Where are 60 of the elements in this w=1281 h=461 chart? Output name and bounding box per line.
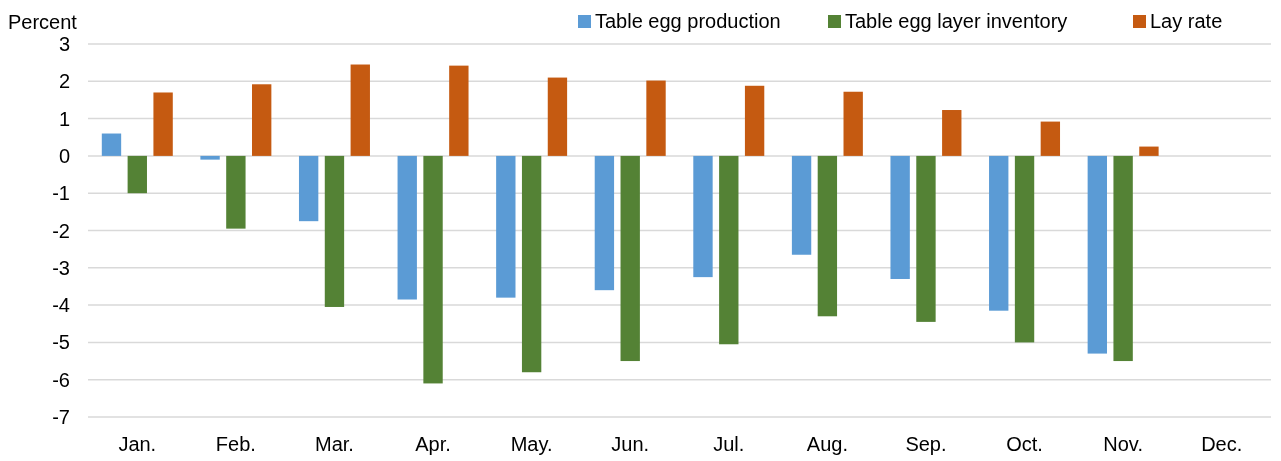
bar [496, 155, 516, 298]
bar [324, 155, 345, 307]
x-tick-label: Sep. [905, 433, 947, 455]
bar [890, 155, 910, 279]
bar [1014, 155, 1035, 343]
y-tick-label: -4 [52, 294, 70, 317]
x-tick-label: Jan. [118, 433, 157, 455]
bar [620, 155, 640, 362]
y-tick-label: -6 [52, 368, 70, 391]
bar [547, 77, 568, 156]
bar [693, 155, 713, 278]
bar [350, 64, 370, 156]
bar [153, 92, 173, 156]
y-tick-label: -2 [52, 219, 70, 242]
bar [646, 80, 666, 156]
x-tick-label: Apr. [415, 433, 451, 455]
bar [298, 155, 319, 222]
x-tick-label: May. [510, 433, 553, 455]
bar [1040, 121, 1061, 156]
y-tick-label: 2 [58, 70, 70, 93]
bar [423, 155, 443, 384]
bar [1087, 155, 1107, 354]
bar [127, 155, 147, 194]
bar [594, 155, 615, 291]
legend-label: Table egg layer inventory [845, 10, 1068, 32]
bar [200, 155, 220, 160]
x-tick-label: Feb. [215, 433, 256, 455]
bar [1113, 155, 1133, 362]
x-tick-label: Jul. [713, 433, 745, 455]
y-tick-label: 0 [58, 144, 70, 167]
y-tick-label: -7 [52, 406, 70, 428]
x-tick-label: Aug. [806, 433, 848, 455]
legend-label: Lay rate [1150, 10, 1223, 32]
bar [101, 133, 122, 156]
y-tick-label: 1 [58, 107, 70, 130]
bar [397, 155, 417, 300]
bar [791, 155, 812, 255]
bar [942, 110, 962, 156]
bar [252, 84, 272, 156]
legend-label: Table egg production [595, 10, 781, 32]
y-tick-label: -1 [52, 182, 70, 205]
y-axis-title: Percent [8, 11, 78, 33]
bar [843, 91, 863, 156]
y-tick-label: -5 [52, 331, 70, 354]
y-tick-label: 3 [58, 33, 70, 55]
bar [449, 65, 469, 156]
bar [226, 155, 246, 229]
bar [1139, 146, 1159, 156]
x-tick-label: Oct. [1006, 433, 1043, 455]
bar [744, 85, 765, 156]
bar [719, 155, 739, 345]
bar [989, 155, 1009, 311]
bar [916, 155, 936, 322]
x-tick-label: Nov. [1103, 433, 1143, 455]
y-tick-label: -3 [52, 256, 70, 279]
x-tick-label: Dec. [1201, 433, 1243, 455]
bar [817, 155, 838, 317]
x-tick-label: Mar. [315, 433, 354, 455]
x-tick-label: Jun. [611, 433, 650, 455]
bar [521, 155, 542, 373]
